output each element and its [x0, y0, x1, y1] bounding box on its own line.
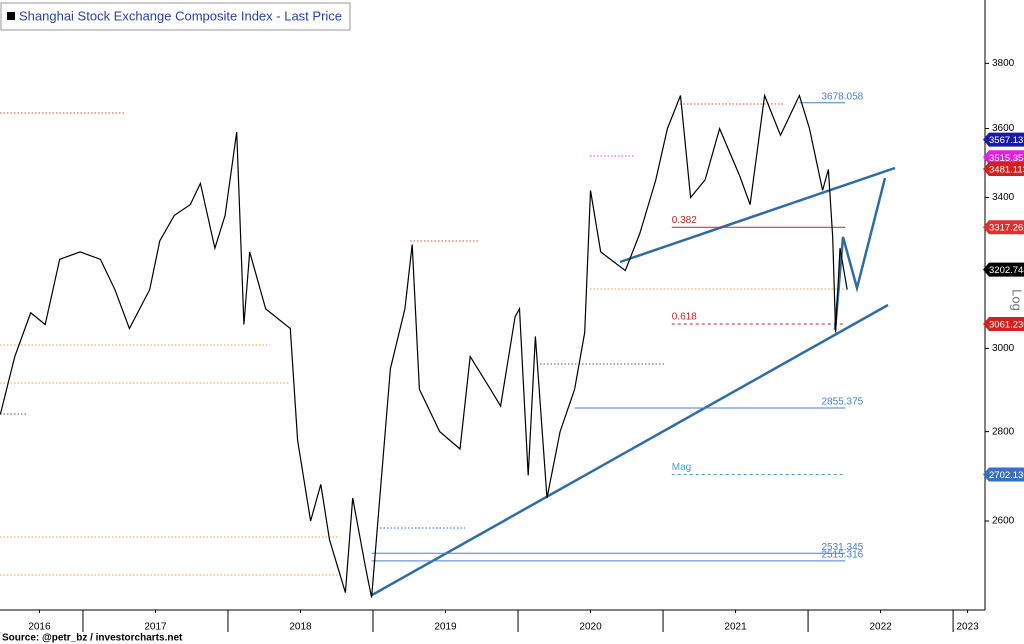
level-label: 3678.058 — [822, 91, 864, 102]
x-tick-label: 2022 — [869, 622, 892, 633]
level-label: 0.618 — [672, 312, 697, 323]
source-note: Source: @petr_bz / investorcharts.net — [2, 633, 183, 644]
level-label: 2531.345 — [822, 542, 864, 553]
price-tag — [983, 467, 1024, 482]
level-label: 2515.316 — [822, 550, 864, 561]
price-tag-label: 2702.130 — [989, 470, 1024, 481]
y-tick-label: 2800 — [992, 426, 1015, 437]
level-label: 2855.375 — [822, 397, 864, 408]
price-tag — [983, 262, 1024, 277]
x-tick-label: 2016 — [28, 622, 51, 633]
price-tag — [983, 220, 1024, 235]
y-tick-label: 3800 — [992, 58, 1015, 69]
legend-swatch — [7, 12, 15, 20]
y-tick-label: 3600 — [992, 123, 1015, 134]
trend-lines — [371, 166, 896, 597]
x-tick-label: 2017 — [144, 622, 167, 633]
price-tag-label: 3317.262 — [989, 223, 1024, 234]
price-tag — [983, 317, 1024, 332]
y-tick-label: 3400 — [992, 192, 1015, 203]
y-tick-label: 2600 — [992, 516, 1015, 527]
level-label: 0.382 — [672, 215, 697, 226]
legend-label: Shanghai Stock Exchange Composite Index … — [19, 8, 342, 23]
x-tick-label: 2021 — [724, 622, 747, 633]
price-tag-label: 3567.137 — [989, 135, 1024, 146]
x-tick-label: 2020 — [579, 622, 602, 633]
price-tag — [983, 162, 1024, 177]
legend-box — [0, 2, 351, 31]
y-axis-label: Log — [1010, 289, 1024, 311]
price-tag-label: 3202.744 — [989, 265, 1024, 276]
price-tag — [983, 132, 1024, 147]
price-tag — [983, 150, 1024, 165]
price-line — [0, 93, 848, 598]
x-tick-label: 2018 — [289, 622, 312, 633]
level-label: Mag — [672, 462, 691, 473]
projection-path — [833, 177, 887, 331]
support-trendline — [371, 303, 889, 597]
y-tick-label: 3000 — [992, 343, 1015, 354]
x-tick-label: 2019 — [434, 622, 457, 633]
x-tick-label: 2023 — [956, 622, 979, 633]
price-tag-label: 3061.230 — [989, 320, 1024, 331]
price-tag-label: 3481.113 — [989, 165, 1024, 176]
resistance-trendline — [619, 166, 896, 264]
price-tag-label: 3515.358 — [989, 153, 1024, 164]
